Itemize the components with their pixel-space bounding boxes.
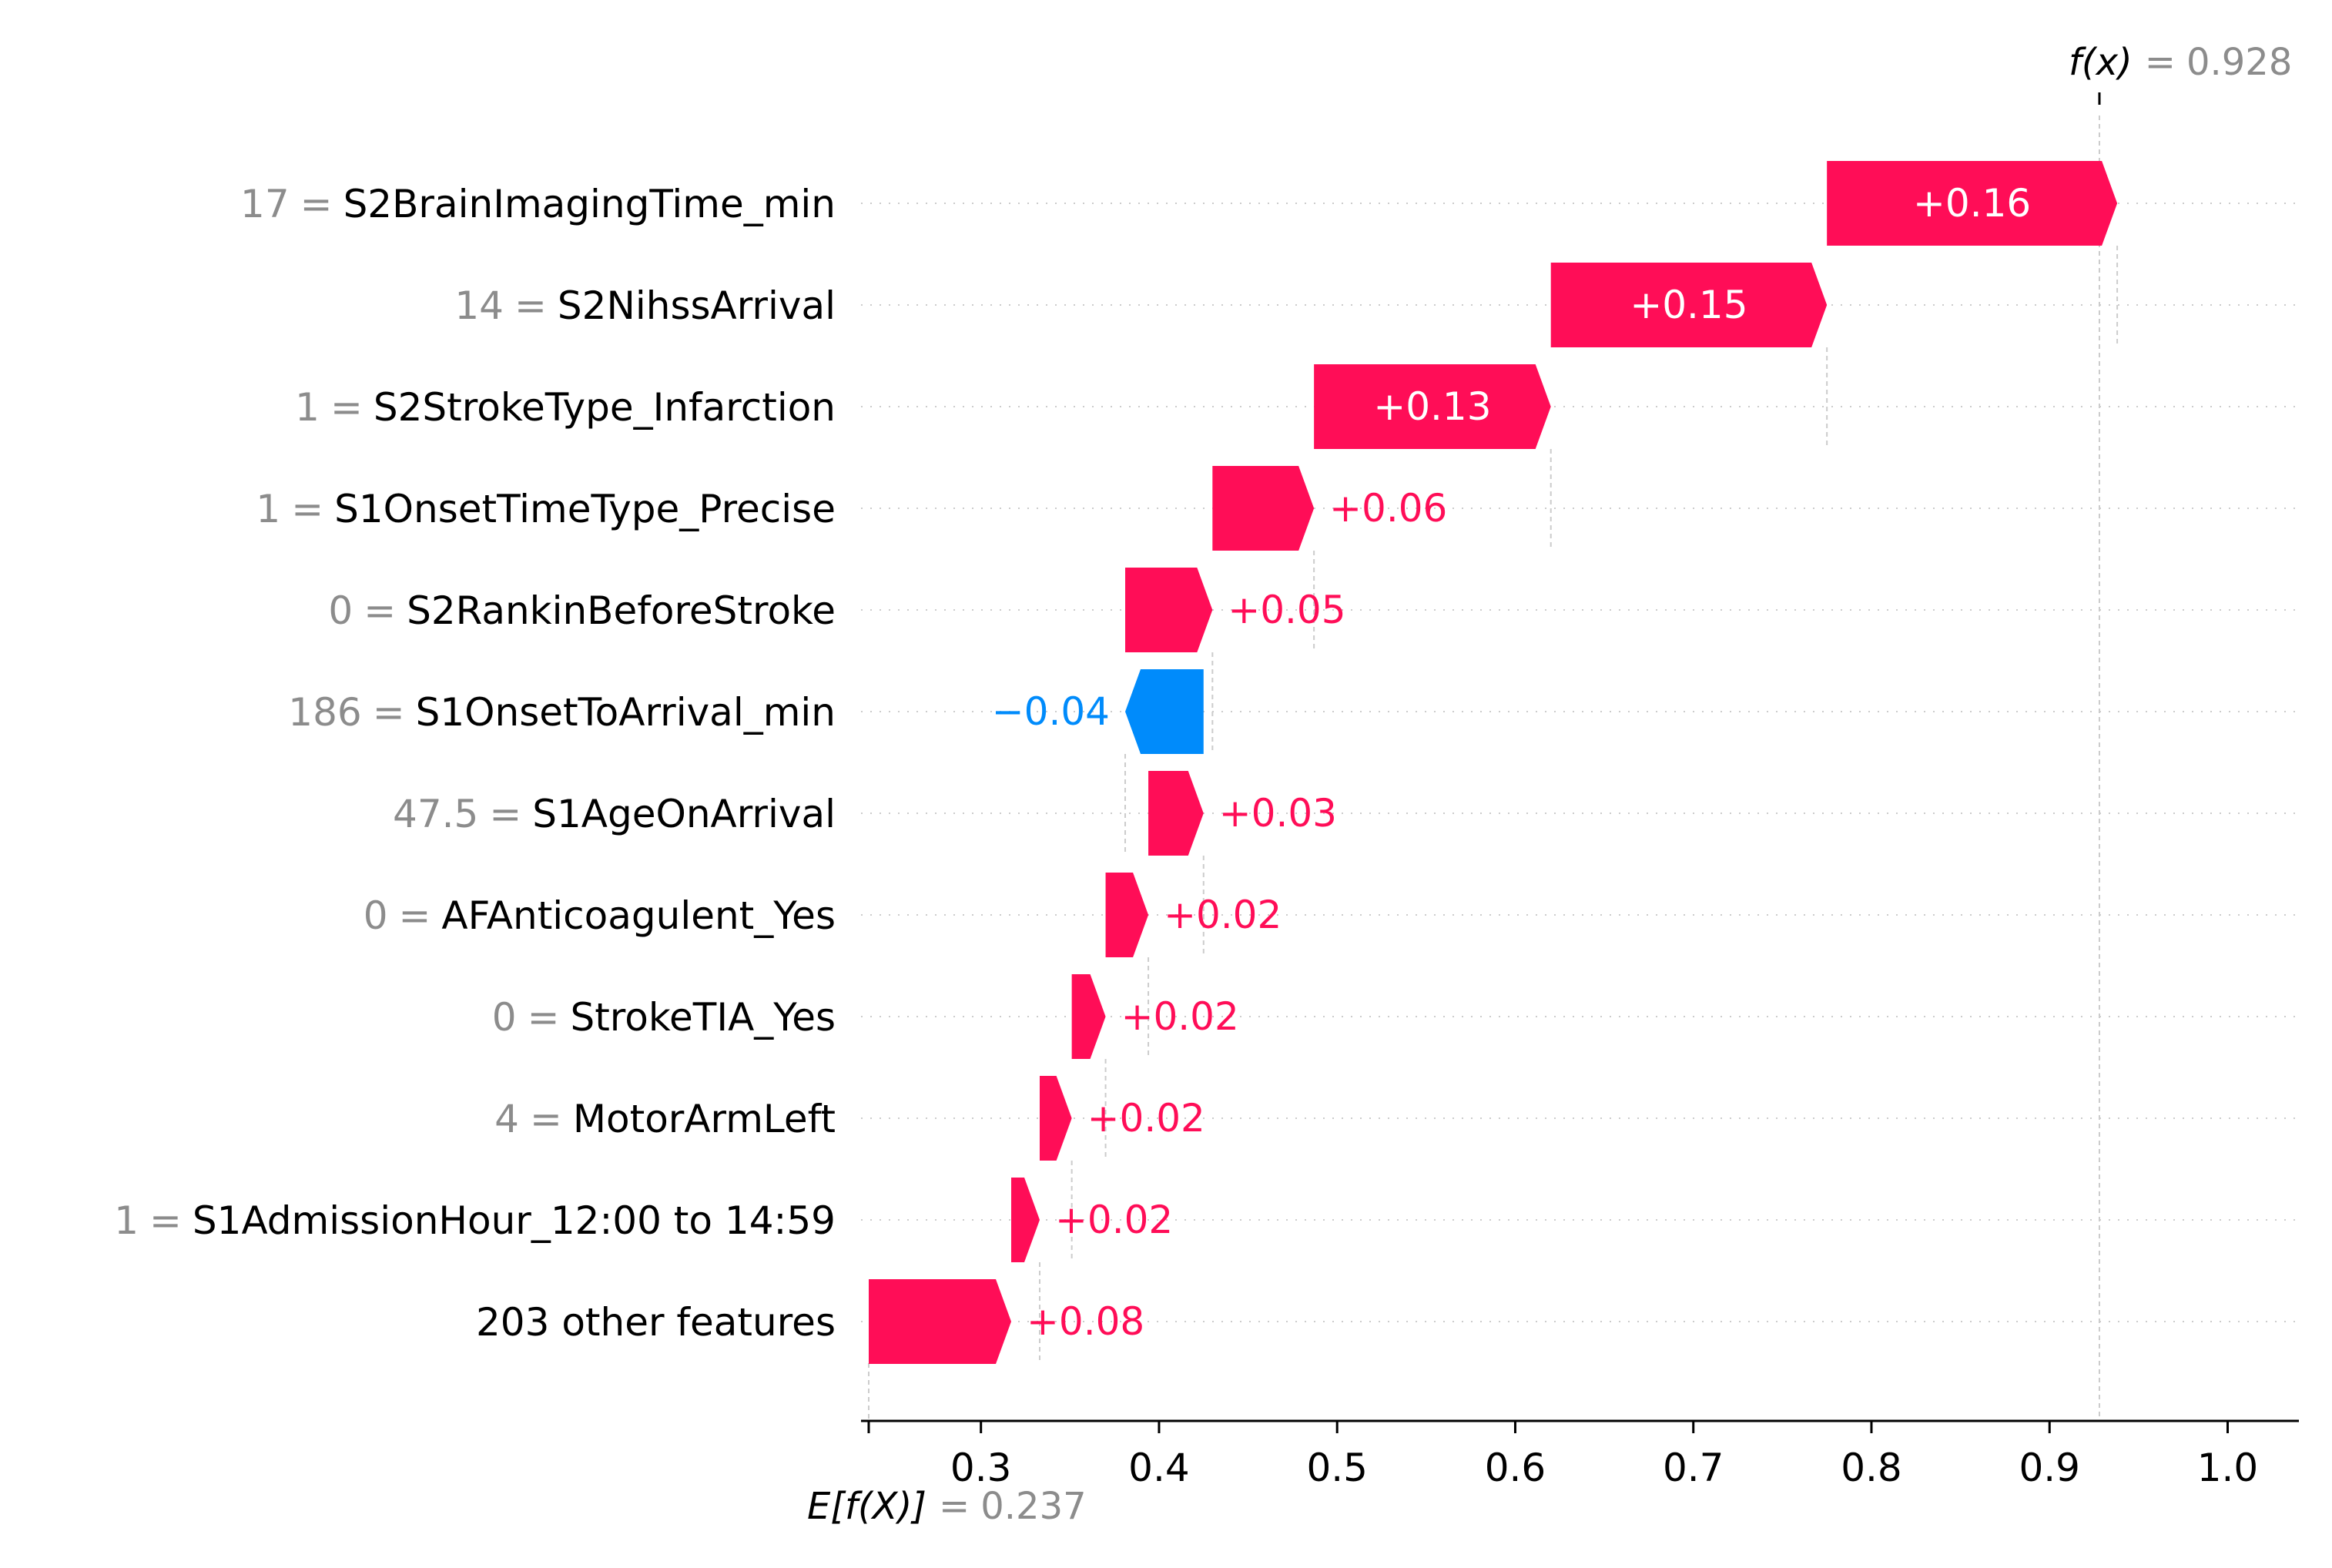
feature-value: 17: [240, 182, 290, 226]
x-tick-label: 0.4: [1128, 1446, 1190, 1490]
bar-s1onsettoarrival-min: [1125, 669, 1204, 754]
contribution-label: +0.13: [1373, 384, 1491, 429]
feature-equals: =: [364, 588, 396, 633]
feature-name: S2StrokeType_Infarction: [374, 385, 836, 430]
contribution-label: +0.02: [1087, 1096, 1205, 1141]
efx-value: 0.237: [980, 1485, 1086, 1528]
bar-motorarmleft: [1040, 1076, 1072, 1161]
bar-afanticoagulent-yes: [1105, 873, 1149, 957]
fx-label: f(x): [2069, 41, 2133, 84]
feature-value: 4: [494, 1097, 519, 1141]
feature-label: 1 = S1OnsetTimeType_Precise: [256, 487, 836, 531]
feature-name: StrokeTIA_Yes: [570, 995, 836, 1040]
contribution-label: +0.06: [1329, 486, 1447, 531]
feature-equals: =: [291, 487, 323, 531]
feature-value: 0: [492, 995, 517, 1040]
fx-value: 0.928: [2186, 41, 2292, 84]
feature-label: 1 = S2StrokeType_Infarction: [295, 385, 836, 430]
grid-layer: [861, 92, 2299, 1421]
x-tick-label: 0.5: [1306, 1446, 1368, 1490]
feature-name: S1OnsetToArrival_min: [416, 690, 836, 735]
feature-label: 203 other features: [476, 1300, 836, 1345]
feature-equals: =: [514, 283, 547, 328]
fx-annotation: f(x) = 0.928: [2069, 41, 2292, 84]
feature-label: 1 = S1AdmissionHour_12:00 to 14:59: [114, 1198, 836, 1243]
x-tick-label: 0.6: [1485, 1446, 1546, 1490]
contribution-label: +0.08: [1027, 1299, 1144, 1344]
contribution-label: +0.15: [1630, 283, 1747, 327]
feature-value: 14: [454, 283, 504, 328]
x-tick-label: 0.9: [2019, 1446, 2080, 1490]
contribution-label: +0.02: [1164, 893, 1282, 937]
x-axis: 0.3 0.4 0.5 0.6 0.7 0.8 0.9 1.0f(x) = 0.928E[f(X)…: [807, 41, 2299, 1528]
feature-name: AFAnticoagulent_Yes: [441, 893, 836, 938]
bar-s2stroketype-infarction: [1314, 364, 1551, 449]
bar-s2brainimagingtime-min: [1827, 161, 2118, 246]
feature-equals: =: [399, 893, 431, 938]
feature-value: 0: [328, 588, 353, 633]
efx-label: E[f(X)]: [807, 1485, 926, 1528]
feature-label: 47.5 = S1AgeOnArrival: [393, 792, 836, 836]
feature-value: 1: [256, 487, 280, 531]
feature-label: 4 = MotorArmLeft: [494, 1097, 836, 1141]
contribution-label: −0.04: [992, 689, 1110, 734]
x-tick-label: 1.0: [2197, 1446, 2259, 1490]
feature-value: 1: [114, 1198, 139, 1243]
feature-equals: =: [489, 792, 521, 836]
x-tick-label: 0.7: [1663, 1446, 1724, 1490]
feature-name: S1AdmissionHour_12:00 to 14:59: [193, 1198, 836, 1243]
contribution-label: +0.05: [1228, 588, 1345, 632]
feature-label: 186 = S1OnsetToArrival_min: [288, 690, 836, 735]
fx-equals: =: [2145, 41, 2176, 84]
bar-s1onsettimetype-precise: [1212, 466, 1315, 551]
efx-annotation: E[f(X)] = 0.237: [807, 1485, 1087, 1528]
feature-label: 14 = S2NihssArrival: [454, 283, 836, 328]
feature-label: 17 = S2BrainImagingTime_min: [240, 182, 836, 226]
feature-name: S2RankinBeforeStroke: [407, 588, 836, 633]
feature-equals: =: [149, 1198, 182, 1243]
feature-name: S1AgeOnArrival: [532, 792, 836, 836]
bar-stroketia-yes: [1071, 974, 1106, 1059]
feature-name: S2NihssArrival: [558, 283, 836, 328]
feature-equals: =: [530, 1097, 562, 1141]
x-tick-label: 0.8: [1841, 1446, 1902, 1490]
bar-203-other-features: [869, 1279, 1012, 1364]
bar-s2rankinbeforestroke: [1125, 568, 1213, 652]
efx-equals: =: [939, 1485, 970, 1528]
feature-value: 186: [288, 690, 361, 735]
feature-name: S2BrainImagingTime_min: [343, 182, 836, 226]
feature-equals: =: [330, 385, 363, 430]
feature-label: 0 = S2RankinBeforeStroke: [328, 588, 836, 633]
bar-s1ageonarrival: [1148, 771, 1204, 856]
contribution-label: +0.03: [1219, 791, 1337, 836]
x-tick-label: 0.3: [950, 1446, 1012, 1490]
feature-equals: =: [300, 182, 333, 226]
feature-name: 203 other features: [476, 1300, 836, 1345]
bar-s1admissionhour-12-00-to-14-59: [1011, 1178, 1040, 1262]
feature-label: 0 = AFAnticoagulent_Yes: [364, 893, 836, 938]
feature-equals: =: [528, 995, 560, 1040]
bar-s2nihssarrival: [1550, 263, 1828, 347]
feature-value: 0: [364, 893, 388, 938]
bar-layer: [869, 161, 2118, 1364]
contribution-label: +0.16: [1913, 181, 2031, 226]
contribution-label: +0.02: [1055, 1198, 1173, 1242]
connector-layer: [1039, 246, 2119, 1364]
feature-name: S1OnsetTimeType_Precise: [334, 487, 836, 531]
feature-name: MotorArmLeft: [573, 1097, 836, 1141]
feature-equals: =: [373, 690, 405, 735]
feature-value: 47.5: [393, 792, 478, 836]
feature-label: 0 = StrokeTIA_Yes: [492, 995, 836, 1040]
contribution-label: +0.02: [1121, 994, 1239, 1039]
feature-value: 1: [295, 385, 320, 430]
